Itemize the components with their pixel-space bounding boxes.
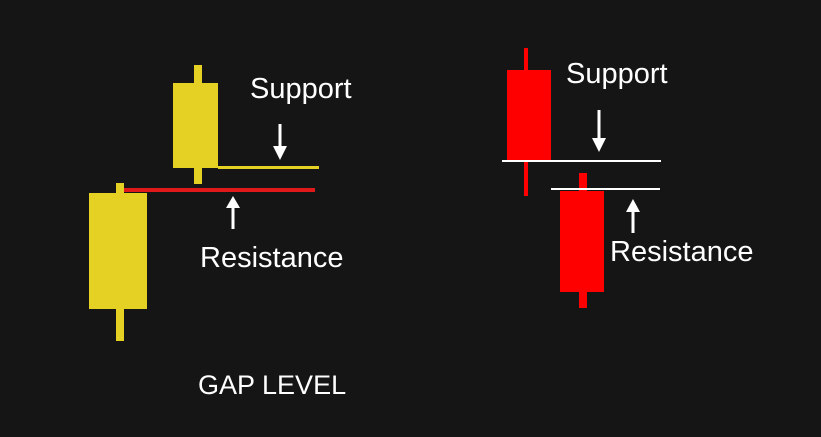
arrow-up-icon	[226, 196, 240, 229]
left-lower-candle-body	[89, 193, 147, 309]
left-panel	[89, 65, 319, 341]
left-support-label: Support	[250, 73, 352, 105]
left-support-line	[218, 166, 319, 169]
arrow-up-icon	[626, 199, 640, 233]
right-resistance-label: Resistance	[610, 236, 754, 268]
left-resistance-label: Resistance	[200, 242, 344, 274]
left-resistance-line	[124, 188, 315, 192]
diagram-title: GAP LEVEL	[198, 370, 347, 400]
left-upper-candle-body	[173, 83, 218, 168]
arrow-down-icon	[273, 124, 287, 160]
right-lower-candle-body	[560, 191, 604, 292]
arrow-down-icon	[592, 110, 606, 152]
right-support-label: Support	[566, 58, 668, 90]
right-upper-candle-body	[507, 70, 551, 161]
right-panel	[502, 48, 661, 308]
